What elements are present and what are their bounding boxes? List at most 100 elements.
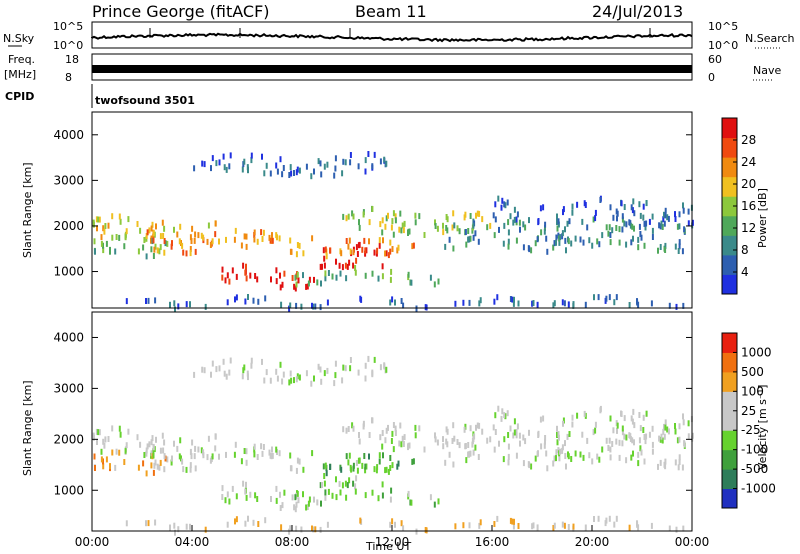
velocity-cell (648, 431, 651, 438)
velocity-cell (555, 449, 558, 456)
power-cell (351, 210, 354, 217)
velocity-cell (125, 520, 128, 527)
velocity-cell (162, 447, 165, 454)
velocity-cell (124, 447, 127, 454)
colorbar-swatch (722, 215, 737, 236)
velocity-cell (496, 515, 499, 522)
power-cell (228, 278, 231, 285)
velocity-heatmap (92, 355, 694, 536)
velocity-cell (537, 432, 540, 438)
power-cell (226, 299, 229, 306)
velocity-cell (467, 451, 470, 458)
velocity-cell (467, 442, 470, 448)
velocity-cell (341, 482, 344, 489)
power-cell (494, 201, 497, 208)
power-cell (486, 224, 489, 231)
velocity-cell (293, 377, 295, 384)
power-cell (410, 279, 413, 286)
power-cell (633, 225, 635, 232)
power-cell (293, 283, 296, 290)
power-cell (528, 217, 530, 224)
power-cell (296, 242, 299, 248)
velocity-cell (253, 451, 256, 458)
power-cell (352, 262, 355, 269)
power-cell (474, 230, 477, 237)
velocity-cell (663, 433, 666, 440)
velocity-cell (189, 523, 191, 530)
y-tick-label: 1000 (53, 483, 84, 497)
power-cell (100, 234, 103, 241)
velocity-cell (557, 434, 560, 441)
power-cell (408, 228, 411, 235)
velocity-cell (323, 473, 326, 479)
power-cell (363, 237, 366, 244)
power-cell (678, 239, 681, 246)
velocity-cell (584, 524, 587, 531)
power-cell (609, 204, 612, 211)
colorbar-tick-label: 8 (741, 243, 749, 257)
power-cell (565, 247, 567, 254)
power-cell (197, 232, 200, 239)
velocity-cell (270, 496, 272, 502)
power-cell (661, 224, 664, 230)
colorbar-swatch (722, 488, 737, 509)
velocity-cell (659, 459, 662, 466)
velocity-cell (628, 432, 631, 439)
velocity-cell (471, 441, 474, 448)
velocity-cell (278, 450, 281, 457)
velocity-cell (362, 423, 365, 430)
velocity-cell (494, 412, 497, 419)
velocity-cell (197, 446, 200, 453)
velocity-colorbar: 1000 500 100 25 -25 -100 -500 -1000 (721, 332, 776, 509)
power-cell (444, 243, 447, 250)
velocity-cell (509, 425, 512, 432)
power-cell (354, 265, 357, 271)
power-cell (494, 216, 497, 223)
power-cell (448, 236, 451, 243)
velocity-cell (329, 464, 332, 470)
power-cell (346, 263, 349, 270)
velocity-cell (335, 476, 337, 483)
power-cell (570, 240, 573, 247)
velocity-cell (557, 447, 560, 454)
velocity-cell (642, 414, 645, 421)
velocity-cell (392, 446, 395, 453)
velocity-cell (163, 439, 166, 446)
velocity-cell (300, 526, 303, 533)
velocity-cell (291, 494, 294, 501)
power-cell (263, 170, 266, 177)
power-cell (206, 238, 209, 245)
power-cell (650, 300, 653, 307)
velocity-cell (586, 437, 589, 444)
velocity-cell (94, 465, 96, 471)
power-cell (243, 233, 246, 240)
power-cell (512, 300, 515, 307)
velocity-cell (317, 363, 320, 370)
power-cell (243, 158, 246, 165)
power-cell (469, 213, 472, 219)
velocity-cell (154, 459, 157, 466)
power-heatmap (92, 151, 694, 313)
power-cell (254, 273, 257, 279)
velocity-cell (189, 448, 192, 455)
colorbar-tick-label: 25 (741, 404, 756, 418)
power-cell (391, 218, 394, 225)
power-cell (163, 225, 166, 232)
power-cell (282, 165, 285, 171)
power-cell (154, 243, 157, 250)
velocity-cell (115, 448, 118, 455)
power-cell (211, 155, 214, 162)
power-cell (297, 277, 300, 284)
power-cell (314, 303, 317, 310)
velocity-cell (279, 491, 281, 498)
velocity-cell (401, 435, 404, 442)
power-cell (152, 230, 155, 237)
colorbar-swatch (722, 274, 737, 295)
power-cell (229, 152, 232, 159)
power-cell (536, 236, 539, 243)
power-cell (542, 204, 545, 211)
velocity-cell (400, 441, 403, 448)
power-cell (678, 223, 681, 230)
power-cell (185, 250, 188, 257)
velocity-cell (125, 442, 128, 449)
